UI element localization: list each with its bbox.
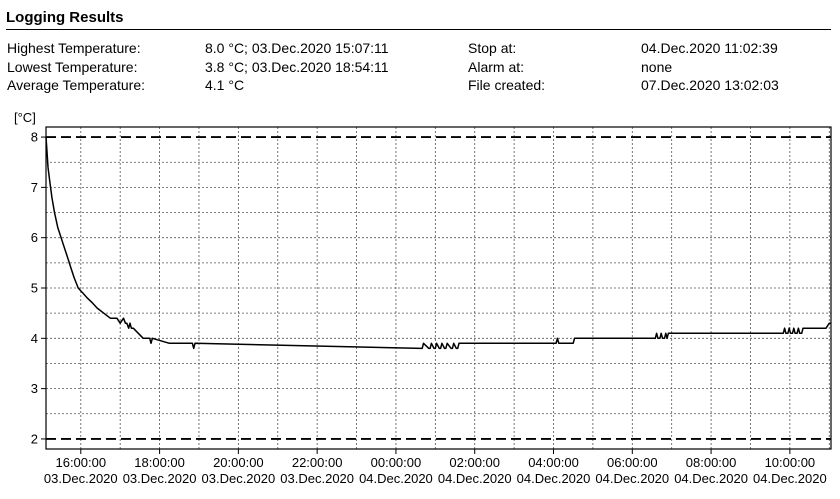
summary-values-left: 8.0 °C; 03.Dec.2020 15:07:11 3.8 °C; 03.… bbox=[205, 39, 389, 95]
x-tick-date-label: 04.Dec.2020 bbox=[595, 471, 669, 486]
page-title: Logging Results bbox=[6, 9, 124, 26]
summary-labels-left: Highest Temperature: Lowest Temperature:… bbox=[7, 39, 145, 95]
x-tick-date-label: 04.Dec.2020 bbox=[753, 471, 827, 486]
x-tick-date-label: 03.Dec.2020 bbox=[280, 471, 354, 486]
x-tick-date-label: 03.Dec.2020 bbox=[202, 471, 276, 486]
x-tick-time-label: 20:00:00 bbox=[213, 455, 264, 470]
x-tick-date-label: 03.Dec.2020 bbox=[44, 471, 118, 486]
lowest-temperature-label: Lowest Temperature: bbox=[7, 58, 138, 75]
x-tick-time-label: 10:00:00 bbox=[765, 455, 816, 470]
stop-at-label: Stop at: bbox=[468, 40, 517, 56]
x-tick-time-label: 18:00:00 bbox=[134, 455, 185, 470]
alarm-at-value: none bbox=[641, 58, 673, 75]
y-tick-label: 4 bbox=[31, 331, 38, 346]
y-tick-label: 7 bbox=[31, 180, 38, 195]
y-axis-label: [°C] bbox=[14, 110, 36, 125]
lowest-temperature-value: 3.8 °C; 03.Dec.2020 18:54:11 bbox=[205, 58, 389, 75]
y-tick-label: 8 bbox=[31, 130, 38, 145]
x-tick-time-label: 04:00:00 bbox=[528, 455, 579, 470]
summary-labels-right: Stop at: Alarm at: File created: bbox=[468, 39, 545, 95]
x-tick-time-label: 06:00:00 bbox=[607, 455, 658, 470]
average-temperature-label: Average Temperature: bbox=[7, 77, 146, 93]
limit-lines bbox=[46, 136, 831, 440]
y-tick-label: 2 bbox=[31, 431, 38, 446]
x-tick-date-label: 04.Dec.2020 bbox=[517, 471, 591, 486]
file-created-value: 07.Dec.2020 13:02:03 bbox=[641, 77, 779, 93]
x-tick-date-label: 04.Dec.2020 bbox=[674, 471, 748, 486]
highest-temperature-label: Highest Temperature: bbox=[7, 40, 141, 56]
file-created-label: File created: bbox=[468, 77, 546, 93]
title-divider bbox=[6, 29, 831, 30]
x-tick-date-label: 04.Dec.2020 bbox=[438, 471, 512, 486]
y-tick-label: 3 bbox=[31, 381, 38, 396]
axis-layer: 234567816:00:0003.Dec.202018:00:0003.Dec… bbox=[31, 130, 827, 486]
x-tick-time-label: 00:00:00 bbox=[371, 455, 422, 470]
stop-at-value: 04.Dec.2020 11:02:39 bbox=[641, 40, 778, 56]
y-tick-label: 6 bbox=[31, 230, 38, 245]
x-tick-time-label: 22:00:00 bbox=[292, 455, 343, 470]
grid-lines bbox=[46, 127, 831, 449]
x-tick-time-label: 02:00:00 bbox=[449, 455, 500, 470]
x-tick-date-label: 04.Dec.2020 bbox=[359, 471, 433, 486]
y-tick-label: 5 bbox=[31, 281, 38, 296]
temperature-series-line bbox=[45, 137, 831, 350]
x-tick-time-label: 08:00:00 bbox=[686, 455, 737, 470]
alarm-at-label: Alarm at: bbox=[468, 58, 525, 75]
summary-values-right: 04.Dec.2020 11:02:39 none 07.Dec.2020 13… bbox=[641, 39, 779, 95]
x-tick-date-label: 03.Dec.2020 bbox=[123, 471, 197, 486]
average-temperature-value: 4.1 °C bbox=[205, 77, 245, 93]
series-layer bbox=[45, 137, 831, 350]
highest-temperature-value: 8.0 °C; 03.Dec.2020 15:07:11 bbox=[205, 40, 389, 56]
x-tick-time-label: 16:00:00 bbox=[55, 455, 106, 470]
